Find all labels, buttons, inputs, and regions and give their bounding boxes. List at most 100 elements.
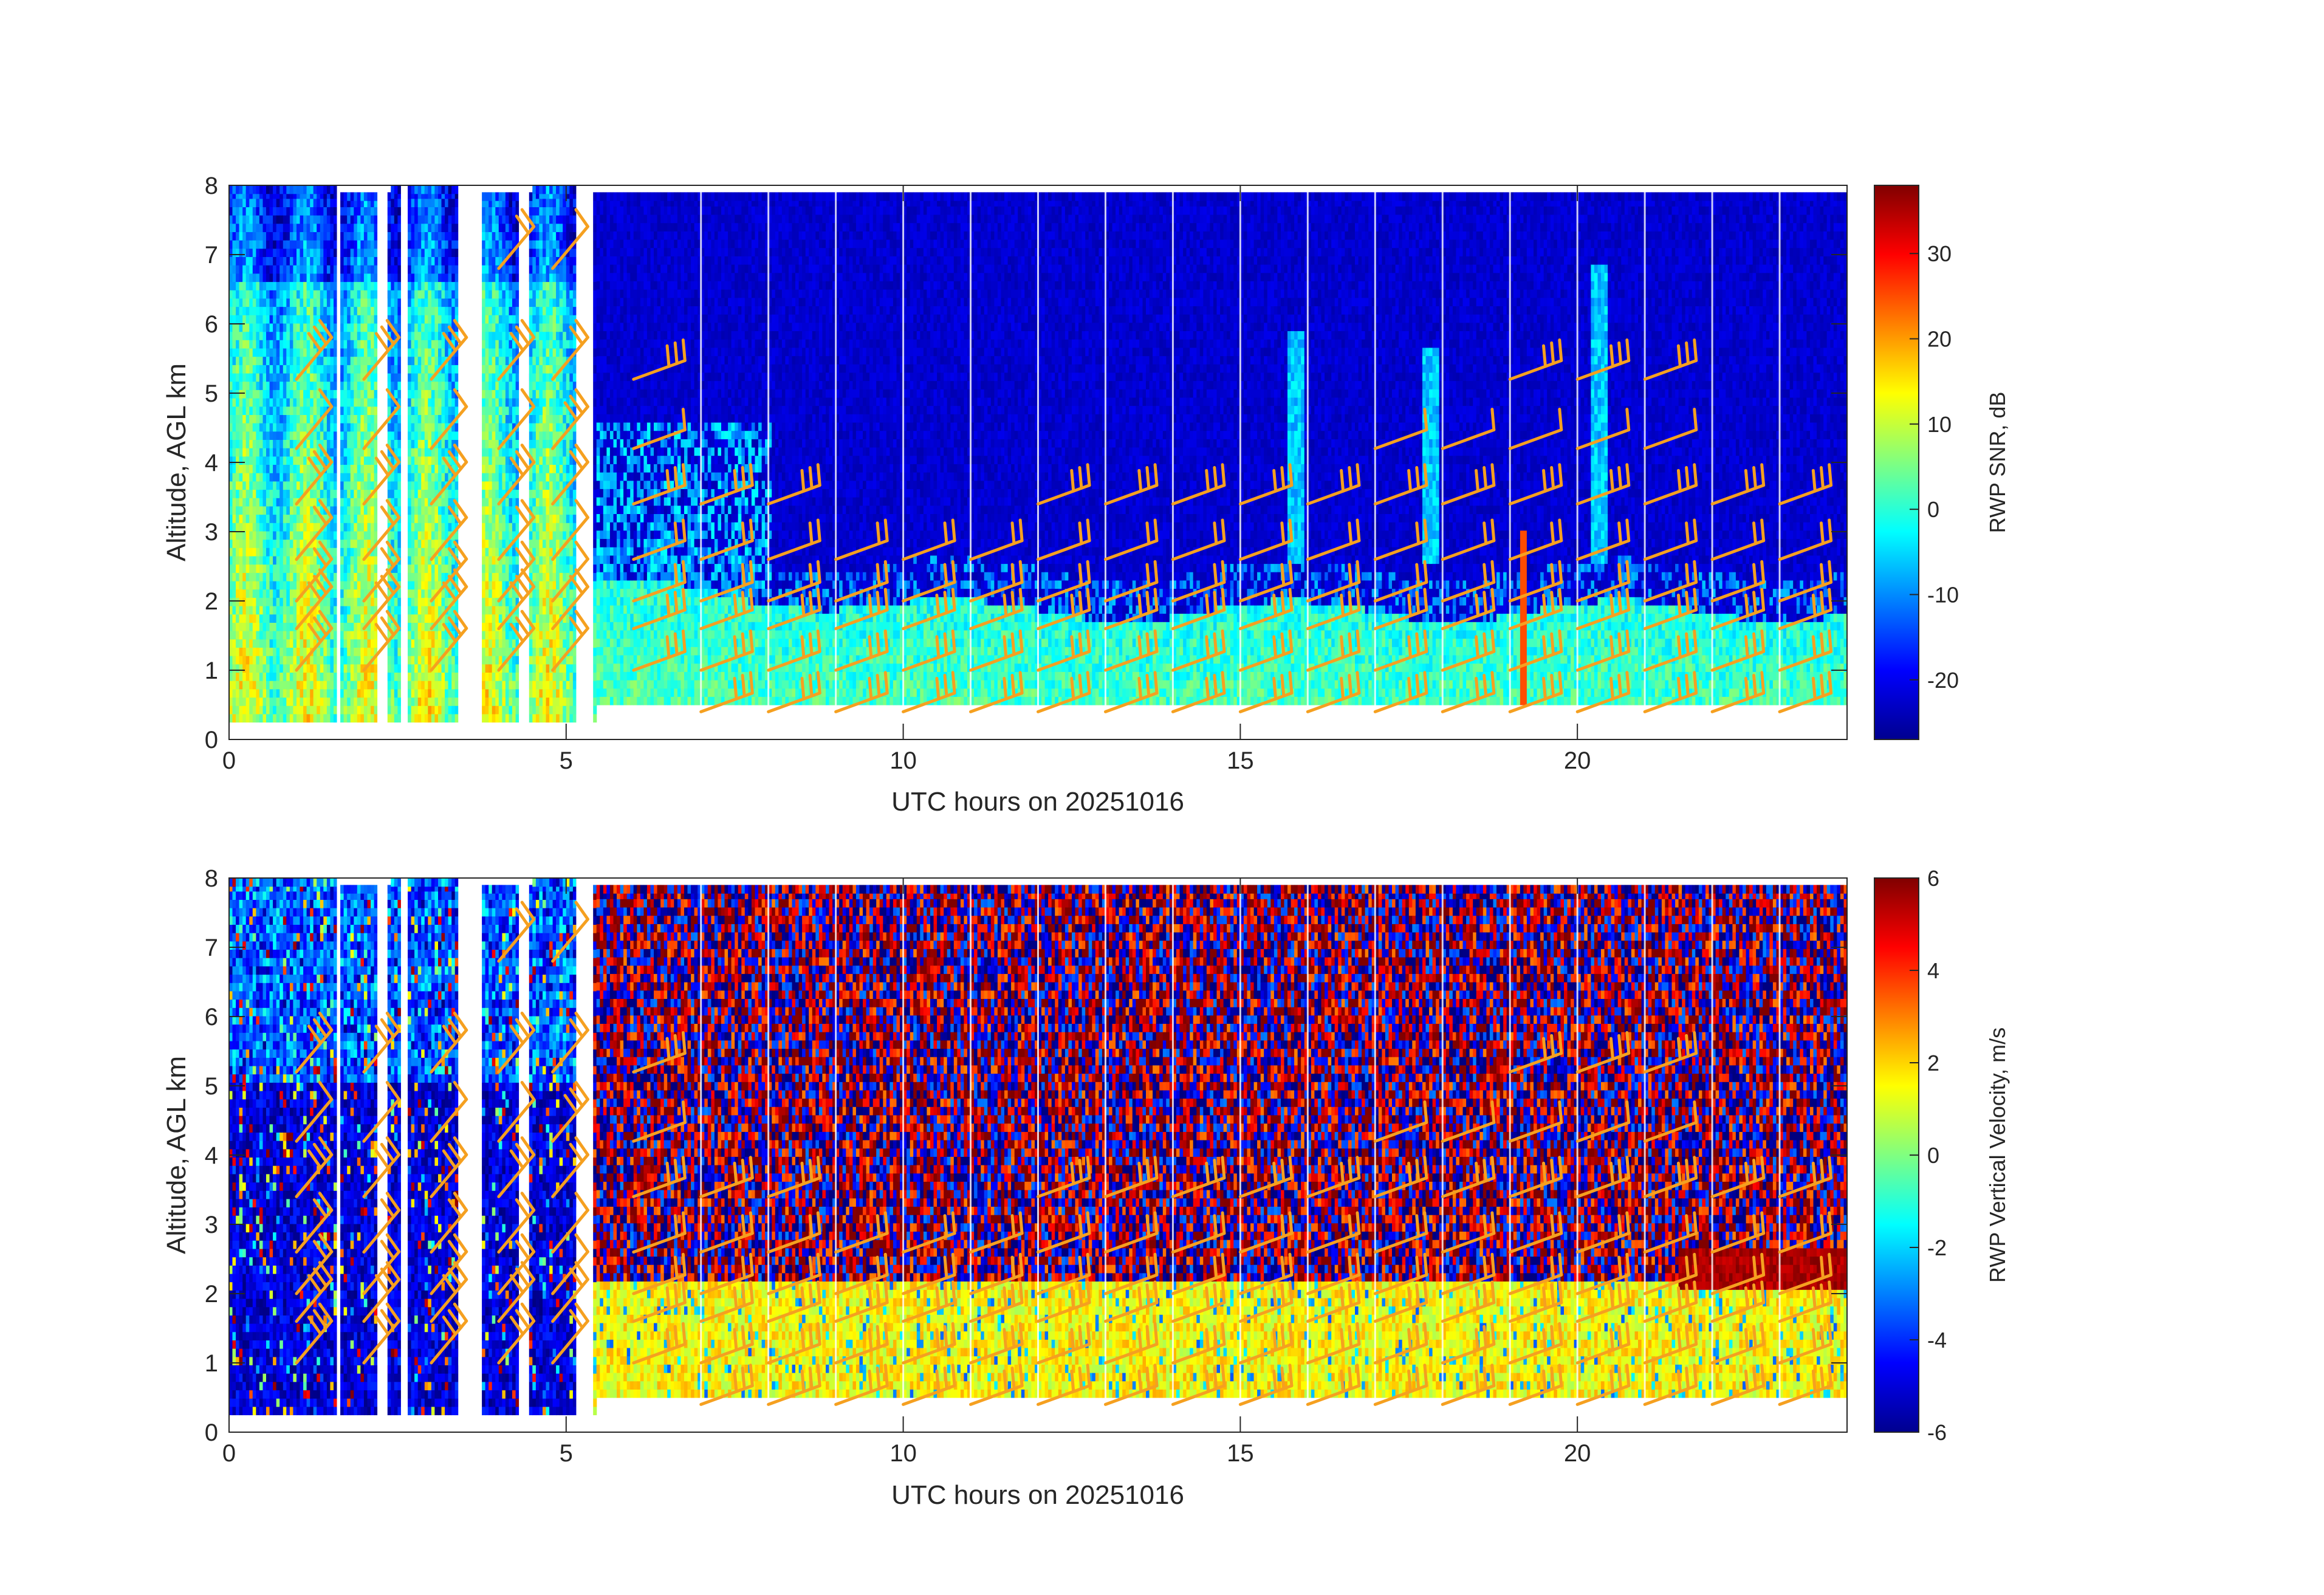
- snr-heatmap-cell: [296, 256, 300, 265]
- snr-heatmap-cell: [242, 672, 246, 681]
- snr-heatmap-cell: [286, 298, 290, 307]
- snr-heatmap-cell: [327, 315, 331, 323]
- snr-heatmap-cell: [354, 215, 357, 224]
- snr-heatmap-cell: [340, 464, 344, 473]
- snr-heatmap-cell: [256, 481, 259, 490]
- snr-heatmap-cell: [354, 365, 357, 373]
- snr-heatmap-cell: [239, 606, 243, 614]
- snr-heatmap-cell: [344, 531, 348, 540]
- snr-heatmap-cell: [394, 249, 398, 257]
- snr-heatmap-cell: [317, 232, 320, 240]
- snr-heatmap-cell: [438, 689, 442, 698]
- snr-heatmap-cell: [266, 622, 270, 631]
- snr-heatmap-cell: [451, 298, 455, 307]
- snr-heatmap-cell: [300, 307, 304, 315]
- snr-heatmap-cell: [391, 265, 394, 273]
- snr-heatmap-cell: [256, 207, 259, 215]
- snr-heatmap-cell: [351, 323, 354, 332]
- snr-heatmap-cell: [256, 398, 259, 406]
- snr-heatmap-cell: [233, 185, 236, 194]
- snr-heatmap-cell: [253, 382, 256, 390]
- snr-heatmap-cell: [242, 215, 246, 224]
- snr-heatmap-cell: [455, 373, 459, 382]
- snr-heatmap-cell: [239, 382, 243, 390]
- snr-heatmap-cell: [296, 639, 300, 648]
- snr-heatmap-cell: [314, 698, 317, 706]
- snr-heatmap-cell: [293, 256, 296, 265]
- snr-heatmap-cell: [256, 224, 259, 232]
- snr-heatmap-cell: [442, 714, 445, 722]
- snr-heatmap-cell: [371, 273, 374, 282]
- snr-heatmap-cell: [249, 556, 253, 564]
- snr-heatmap-cell: [330, 365, 334, 373]
- snr-heatmap-cell: [418, 614, 422, 623]
- snr-heatmap-cell: [233, 506, 236, 515]
- snr-heatmap-cell: [310, 490, 314, 498]
- snr-heatmap-cell: [455, 672, 459, 681]
- snr-heatmap-cell: [239, 373, 243, 382]
- snr-heatmap-cell: [357, 249, 361, 257]
- snr-heatmap-cell: [270, 332, 273, 340]
- snr-heatmap-cell: [482, 282, 485, 290]
- snr-heatmap-cell: [307, 348, 310, 357]
- snr-heatmap-cell: [293, 656, 296, 664]
- snr-heatmap-cell: [418, 323, 422, 332]
- snr-heatmap-cell: [357, 672, 361, 681]
- snr-heatmap-cell: [431, 224, 435, 232]
- snr-heatmap-cell: [307, 705, 310, 714]
- snr-heatmap-cell: [334, 414, 337, 423]
- snr-heatmap-cell: [256, 185, 259, 194]
- snr-heatmap-cell: [330, 689, 334, 698]
- snr-heatmap-cell: [364, 672, 368, 681]
- snr-heatmap-cell: [323, 249, 327, 257]
- snr-heatmap-cell: [360, 382, 364, 390]
- snr-heatmap-cell: [253, 273, 256, 282]
- snr-heatmap-cell: [428, 256, 431, 265]
- snr-heatmap-cell: [307, 273, 310, 282]
- snr-heatmap-cell: [394, 414, 398, 423]
- snr-heatmap-cell: [442, 215, 445, 224]
- snr-heatmap-cell: [347, 307, 351, 315]
- snr-heatmap-cell: [418, 581, 422, 589]
- snr-heatmap-cell: [351, 249, 354, 257]
- snr-heatmap-cell: [327, 273, 331, 282]
- snr-heatmap-cell: [246, 656, 250, 664]
- snr-heatmap-cell: [303, 340, 307, 348]
- snr-heatmap-cell: [364, 689, 368, 698]
- snr-heatmap-cell: [421, 290, 425, 298]
- snr-heatmap-cell: [408, 389, 411, 398]
- snr-heatmap-cell: [482, 265, 485, 273]
- snr-heatmap-cell: [236, 439, 239, 448]
- snr-heatmap-cell: [259, 473, 263, 481]
- snr-heatmap-cell: [354, 481, 357, 490]
- snr-heatmap-cell: [259, 232, 263, 240]
- snr-heatmap-cell: [334, 698, 337, 706]
- snr-heatmap-cell: [249, 705, 253, 714]
- snr-plot-area: [229, 185, 1848, 739]
- snr-heatmap-cell: [239, 456, 243, 465]
- snr-heatmap-cell: [314, 498, 317, 506]
- snr-heatmap-cell: [266, 256, 270, 265]
- snr-heatmap-cell: [421, 298, 425, 307]
- snr-heatmap-cell: [249, 448, 253, 456]
- snr-heatmap-cell: [286, 656, 290, 664]
- snr-heatmap-cell: [259, 348, 263, 357]
- snr-heatmap-cell: [283, 207, 287, 215]
- snr-heatmap-cell: [286, 639, 290, 648]
- snr-heatmap-cell: [273, 365, 276, 373]
- snr-heatmap-cell: [307, 631, 310, 639]
- snr-heatmap-cell: [408, 647, 411, 656]
- snr-heatmap-cell: [411, 232, 415, 240]
- snr-heatmap-cell: [317, 398, 320, 406]
- snr-heatmap-cell: [236, 348, 239, 357]
- snr-heatmap-cell: [344, 481, 348, 490]
- snr-heatmap-cell: [293, 357, 296, 365]
- snr-heatmap-cell: [259, 622, 263, 631]
- snr-heatmap-cell: [442, 406, 445, 415]
- snr-heatmap-cell: [411, 581, 415, 589]
- snr-heatmap-cell: [239, 282, 243, 290]
- snr-heatmap-cell: [371, 506, 374, 515]
- snr-heatmap-cell: [296, 681, 300, 689]
- snr-heatmap-cell: [263, 606, 267, 614]
- snr-heatmap-cell: [397, 265, 401, 273]
